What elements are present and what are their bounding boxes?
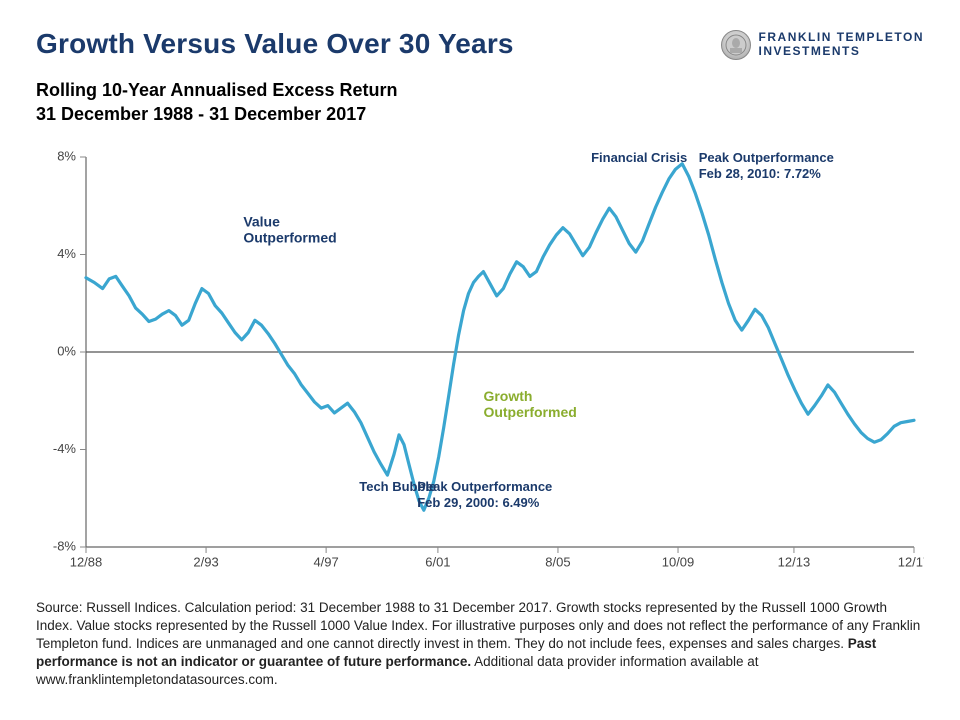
brand-text: FRANKLIN TEMPLETON INVESTMENTS xyxy=(759,31,924,59)
svg-text:Outperformed: Outperformed xyxy=(243,229,336,245)
subtitle-line1: Rolling 10-Year Annualised Excess Return xyxy=(36,78,924,102)
svg-text:0%: 0% xyxy=(57,343,76,358)
source-pre: Source: Russell Indices. Calculation per… xyxy=(36,600,920,651)
svg-text:8/05: 8/05 xyxy=(545,554,570,569)
brand: FRANKLIN TEMPLETON INVESTMENTS xyxy=(721,30,924,60)
line-chart-svg: -8% -4% 0% 4% 8% 12/88 2/93 4/97 6/01 8/05 10/09 12… xyxy=(36,147,924,587)
brand-line2: INVESTMENTS xyxy=(759,45,924,59)
svg-text:Value: Value xyxy=(243,213,280,229)
subtitle: Rolling 10-Year Annualised Excess Return… xyxy=(36,78,924,127)
source-note: Source: Russell Indices. Calculation per… xyxy=(36,599,924,690)
svg-text:-4%: -4% xyxy=(53,441,77,456)
brand-logo-icon xyxy=(721,30,751,60)
svg-text:12/17: 12/17 xyxy=(898,554,924,569)
svg-text:Growth: Growth xyxy=(483,387,532,403)
svg-text:4/97: 4/97 xyxy=(313,554,338,569)
svg-text:Peak Outperformance: Peak Outperformance xyxy=(417,479,552,494)
header: Growth Versus Value Over 30 Years FRANKL… xyxy=(36,28,924,60)
svg-text:Feb 28, 2010: 7.72%: Feb 28, 2010: 7.72% xyxy=(699,165,822,180)
svg-text:Financial Crisis: Financial Crisis xyxy=(591,149,687,164)
page-title: Growth Versus Value Over 30 Years xyxy=(36,28,514,60)
svg-text:12/88: 12/88 xyxy=(70,554,103,569)
svg-text:Outperformed: Outperformed xyxy=(483,403,576,419)
svg-text:10/09: 10/09 xyxy=(662,554,695,569)
svg-text:Feb 29, 2000: 6.49%: Feb 29, 2000: 6.49% xyxy=(417,495,540,510)
chart: -8% -4% 0% 4% 8% 12/88 2/93 4/97 6/01 8/05 10/09 12… xyxy=(36,147,924,587)
svg-text:2/93: 2/93 xyxy=(193,554,218,569)
brand-line1: FRANKLIN TEMPLETON xyxy=(759,31,924,45)
svg-text:4%: 4% xyxy=(57,246,76,261)
svg-text:8%: 8% xyxy=(57,148,76,163)
svg-text:12/13: 12/13 xyxy=(778,554,811,569)
subtitle-line2: 31 December 1988 - 31 December 2017 xyxy=(36,102,924,126)
svg-text:Peak Outperformance: Peak Outperformance xyxy=(699,149,834,164)
svg-text:-8%: -8% xyxy=(53,538,77,553)
svg-text:6/01: 6/01 xyxy=(425,554,450,569)
